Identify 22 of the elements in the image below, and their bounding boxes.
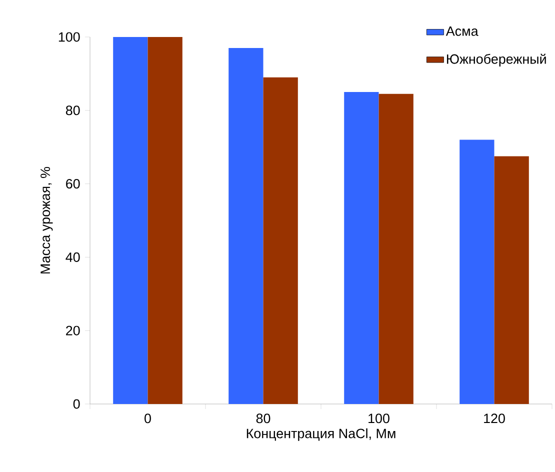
bar <box>113 36 148 404</box>
y-tick-label: 20 <box>66 326 80 336</box>
x-axis-title: Концентрация NaCl, Мм <box>246 428 396 441</box>
legend-label: Асма <box>446 26 478 36</box>
legend-label: Южнобережный <box>446 54 546 66</box>
bar <box>378 94 414 404</box>
y-tick-label: 100 <box>58 32 80 42</box>
bar <box>494 156 529 404</box>
y-axis-title: Масса урожая, % <box>40 166 53 274</box>
bar <box>228 48 264 404</box>
y-tick-label: 40 <box>66 252 80 262</box>
x-tick-label: 100 <box>368 414 390 424</box>
bar <box>460 140 494 404</box>
bar <box>148 36 182 404</box>
y-tick-label: 0 <box>73 399 80 409</box>
y-tick-label: 80 <box>66 106 80 116</box>
bar <box>263 77 298 404</box>
x-tick-label: 80 <box>256 414 270 424</box>
x-tick-label: 120 <box>484 414 505 424</box>
bar <box>344 92 379 404</box>
y-tick-label: 60 <box>66 179 80 189</box>
x-tick-label: 0 <box>144 414 151 424</box>
